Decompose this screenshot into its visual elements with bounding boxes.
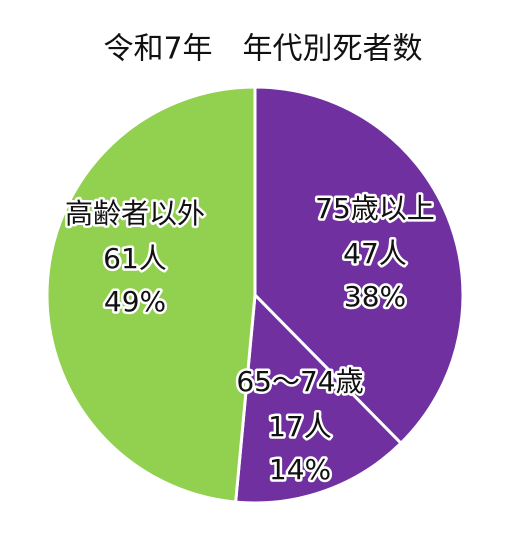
pie-slice	[45, 85, 257, 504]
slice-percent-label: 49%	[104, 285, 166, 318]
slice-category-label: 75歳以上	[315, 192, 435, 225]
slice-percent-label: 38%	[344, 280, 406, 313]
pie-slice	[233, 291, 404, 505]
slice-count-label: 17人	[268, 410, 332, 443]
pie-slice	[253, 85, 465, 446]
slice-percent-label: 14%	[269, 453, 331, 486]
chart-title: 令和7年 年代別死者数	[103, 32, 422, 67]
slice-count-label: 47人	[343, 237, 407, 270]
slice-category-label: 65～74歳	[236, 365, 363, 398]
slice-category-label: 高齢者以外	[65, 197, 205, 230]
slice-count-label: 61人	[103, 242, 167, 275]
